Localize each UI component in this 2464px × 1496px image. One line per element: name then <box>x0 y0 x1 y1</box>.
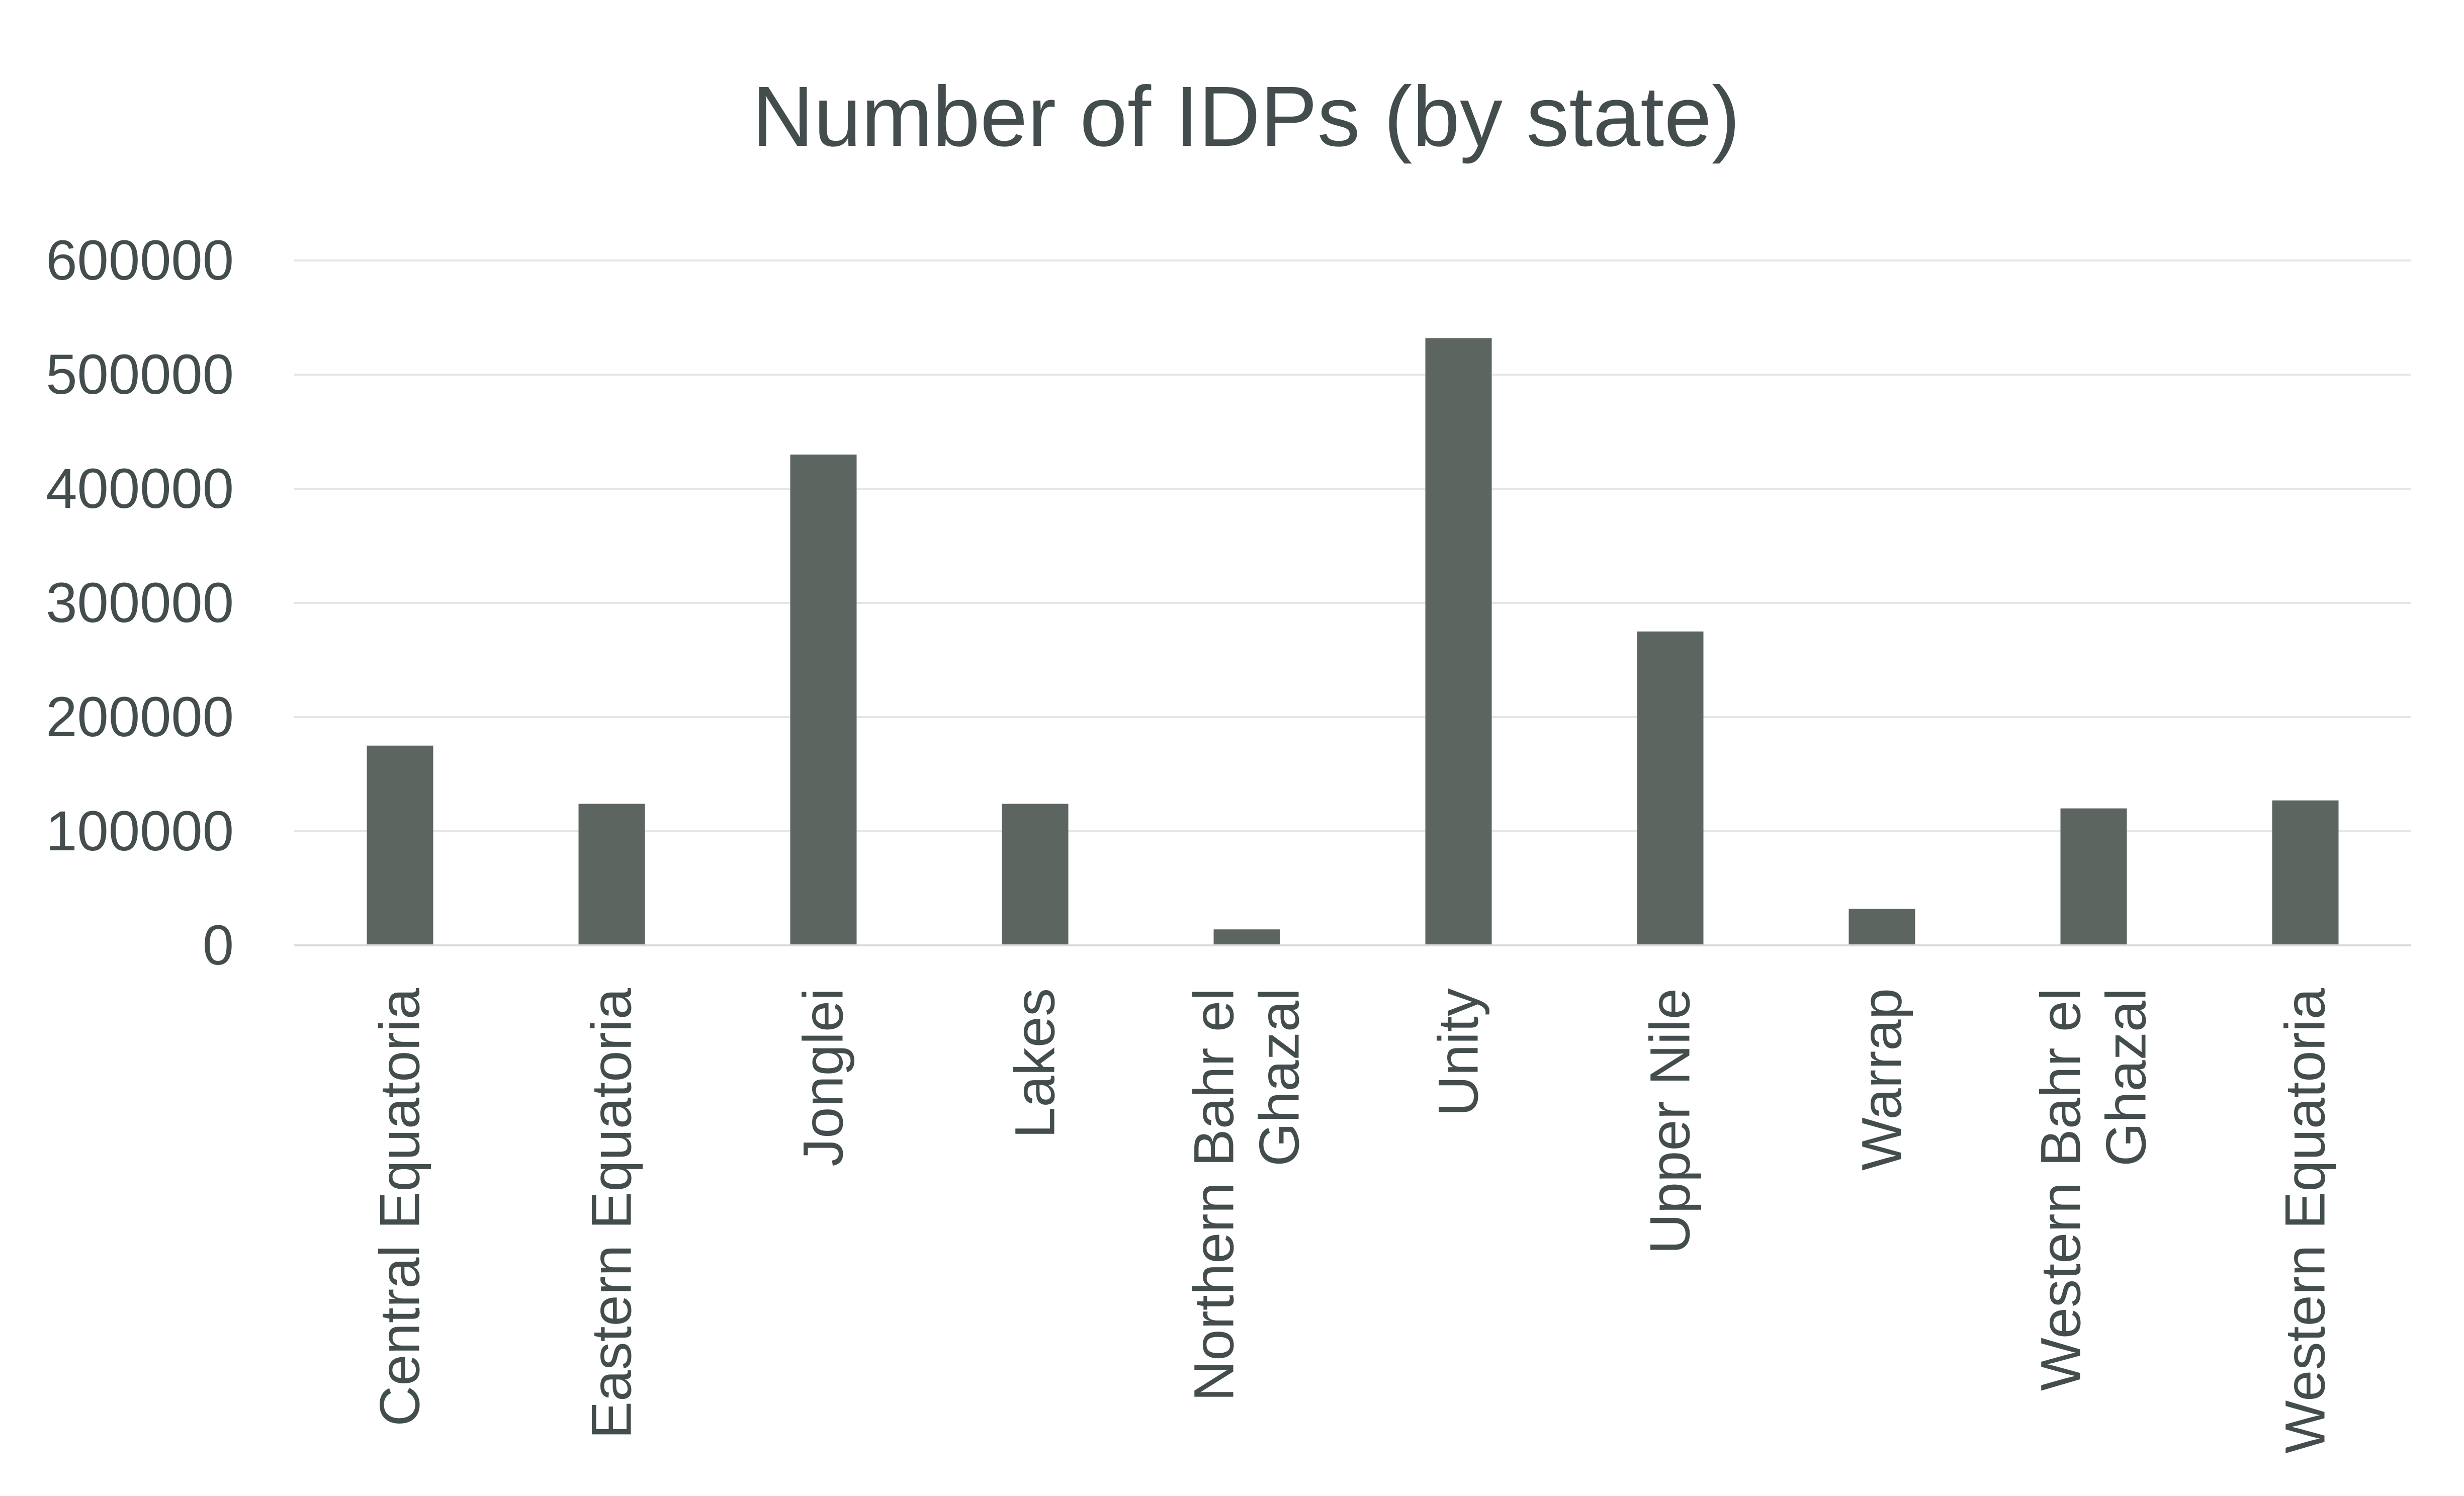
bar-western-equatoria <box>2272 800 2339 945</box>
x-category-label: Western Bahr el Ghazal <box>2030 988 2158 1391</box>
x-category-label-line: Central Equatoria <box>369 988 431 1426</box>
x-category-label: Central Equatoria <box>369 988 431 1426</box>
x-category-label-line: Western Equatoria <box>2274 988 2337 1453</box>
x-category-label: Northern Bahr el Ghazal <box>1183 988 1311 1401</box>
x-category-label-line: Upper Nile <box>1639 988 1702 1254</box>
x-category-label: Warrap <box>1851 988 1913 1171</box>
y-tick-label: 300000 <box>46 571 234 634</box>
chart-title: Number of IDPs (by state) <box>752 69 1740 164</box>
x-category-label-line: Northern Bahr el <box>1183 988 1246 1401</box>
x-category-label-line: Western Bahr el <box>2030 988 2092 1391</box>
bar-upper-nile <box>1637 631 1704 945</box>
x-category-label-line: Ghazal <box>1248 988 1311 1167</box>
y-tick-label: 100000 <box>46 800 234 862</box>
y-axis-tick-labels: 0 100000 200000 300000 400000 500000 600000 <box>46 229 234 977</box>
x-category-label-line: Jonglei <box>792 988 855 1167</box>
bar-northern-bahr-el-ghazal <box>1213 929 1280 945</box>
bar-lakes <box>1002 804 1069 945</box>
bar-jonglei <box>790 454 857 945</box>
gridlines <box>294 259 2411 832</box>
x-category-label: Eastern Equatoria <box>580 988 643 1439</box>
x-category-label: Western Equatoria <box>2274 988 2337 1453</box>
y-tick-label: 500000 <box>46 343 234 406</box>
bar-warrap <box>1849 909 1915 945</box>
x-category-label: Upper Nile <box>1639 988 1702 1254</box>
bars <box>367 338 2339 945</box>
x-category-label-line: Warrap <box>1851 988 1913 1171</box>
bar-central-equatoria <box>367 745 433 945</box>
x-axis-category-labels: Central Equatoria Eastern Equatoria Jongle… <box>369 988 2337 1453</box>
x-category-label: Jonglei <box>792 988 855 1167</box>
y-tick-label: 200000 <box>46 685 234 748</box>
x-category-label-line: Unity <box>1427 988 1490 1116</box>
x-category-label: Unity <box>1427 988 1490 1116</box>
y-tick-label: 600000 <box>46 229 234 292</box>
y-tick-label: 0 <box>203 914 234 977</box>
x-category-label-line: Lakes <box>1004 988 1067 1138</box>
bar-western-bahr-el-ghazal <box>2060 808 2127 945</box>
bar-eastern-equatoria <box>578 804 645 945</box>
x-category-label: Lakes <box>1004 988 1067 1138</box>
x-category-label-line: Eastern Equatoria <box>580 988 643 1439</box>
bar-unity <box>1425 338 1492 945</box>
x-category-label-line: Ghazal <box>2095 988 2158 1167</box>
y-tick-label: 400000 <box>46 457 234 520</box>
